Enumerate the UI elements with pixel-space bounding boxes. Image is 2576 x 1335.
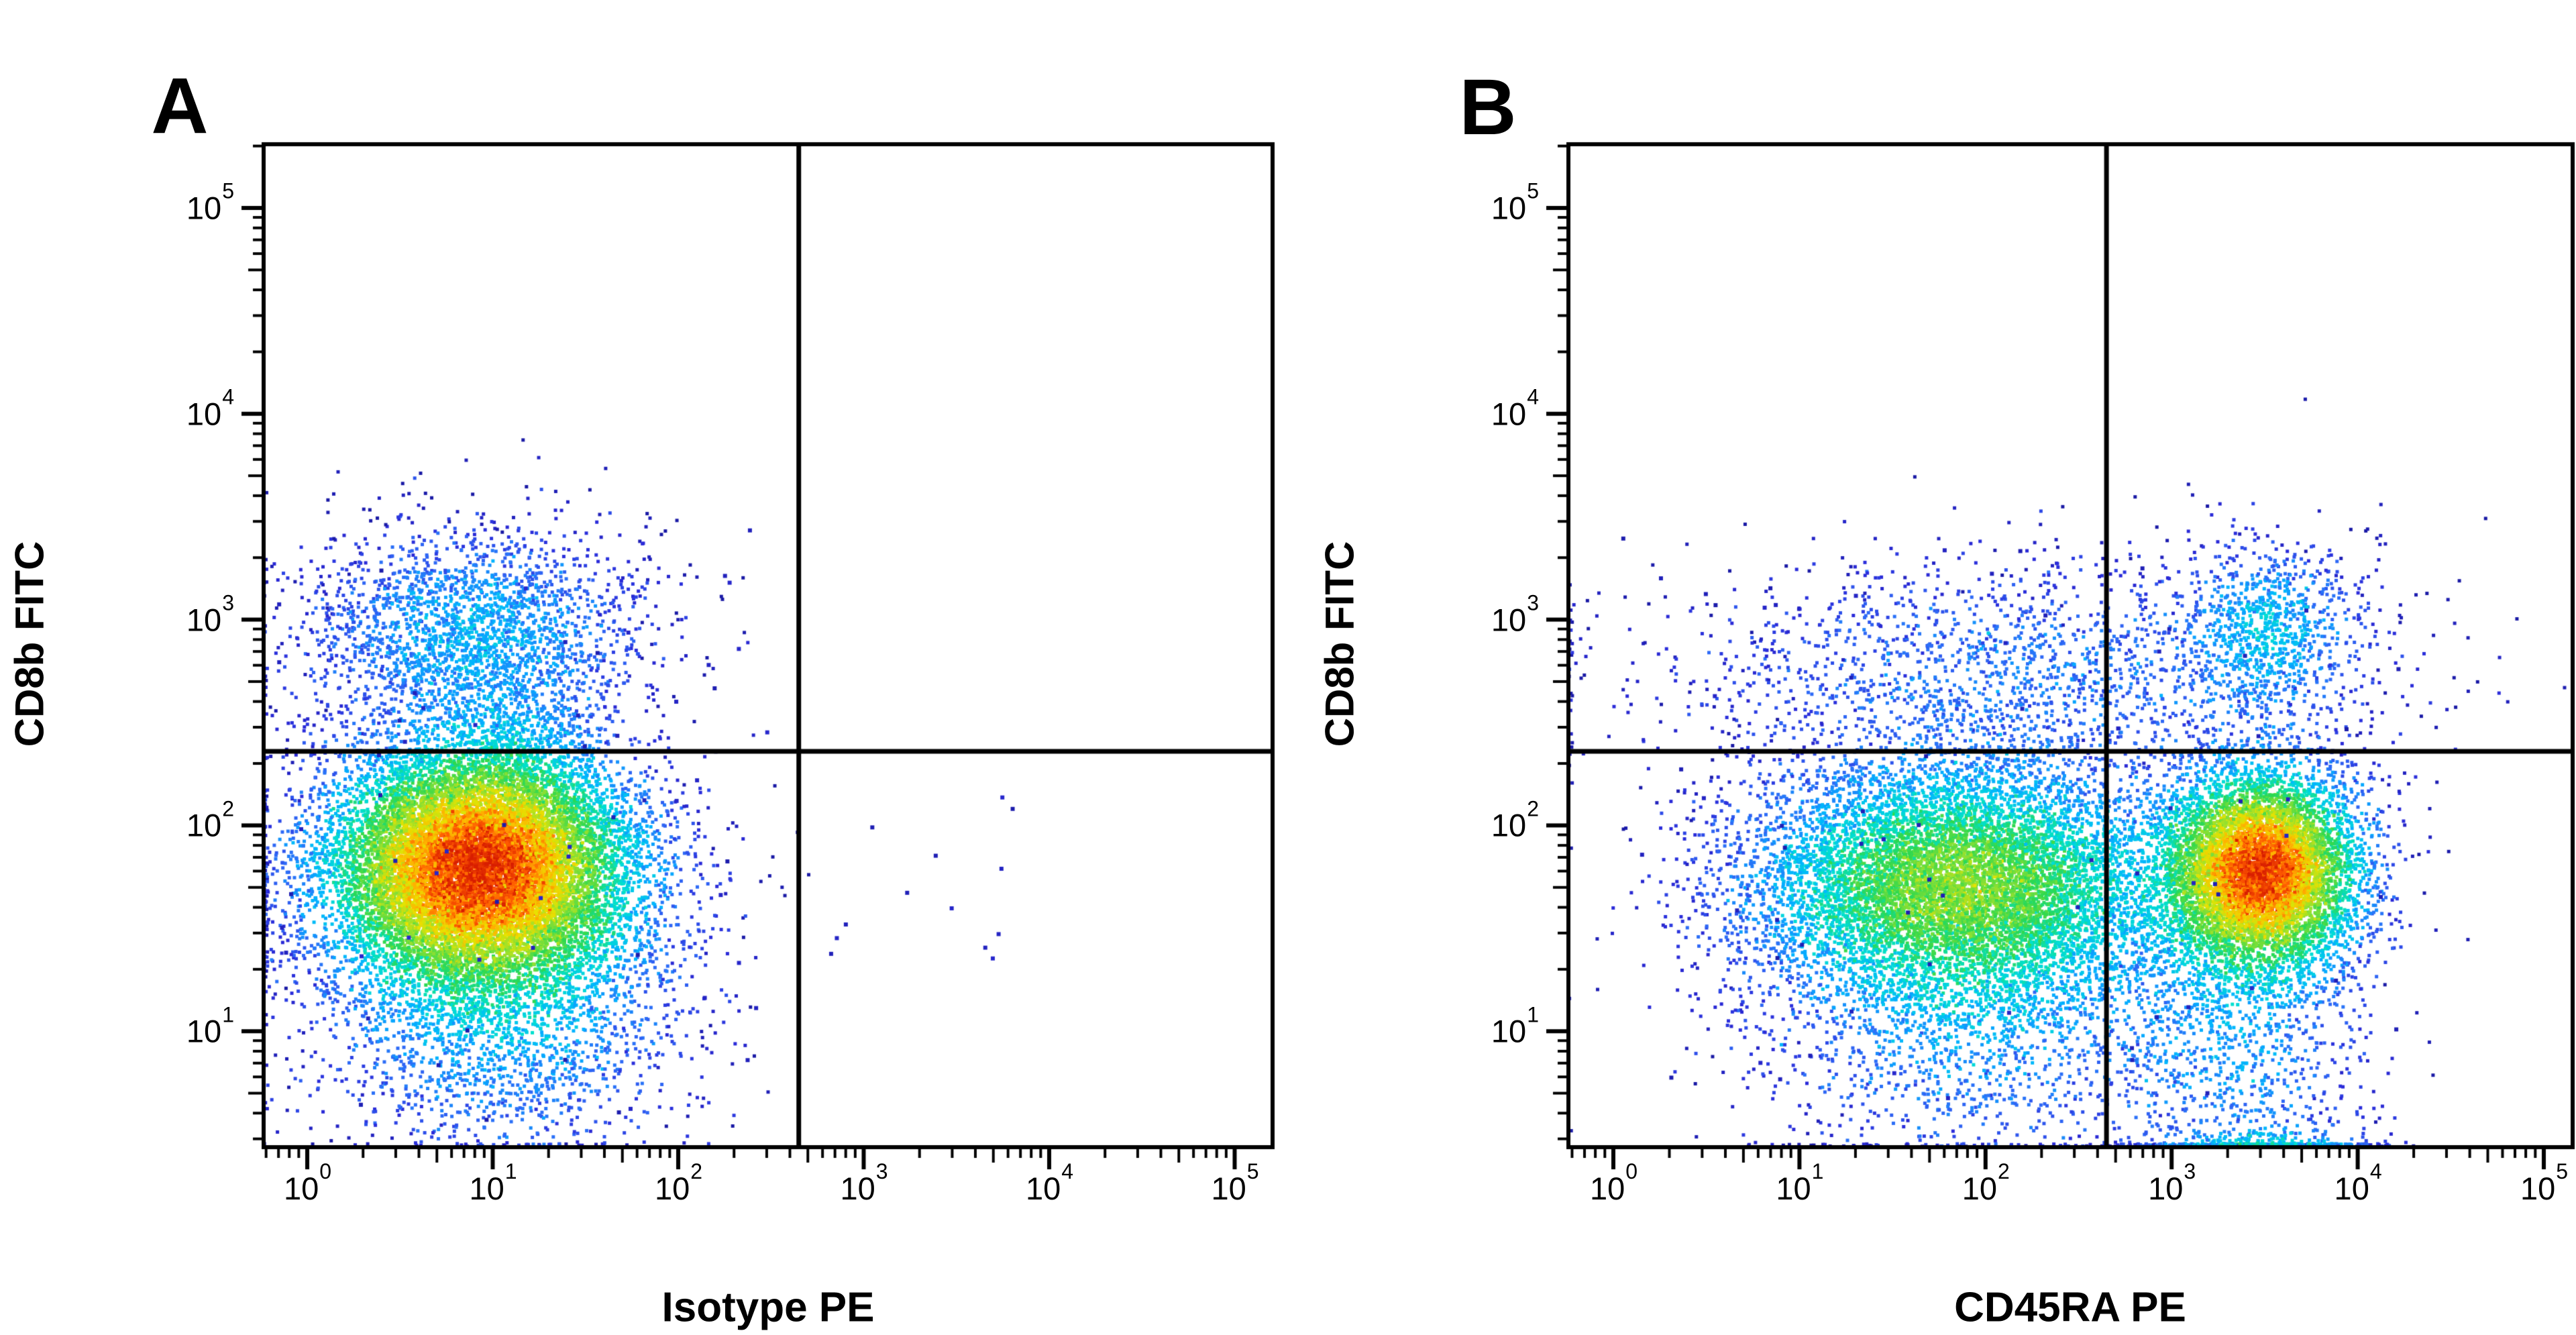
panel-a-x-tick-10e2: 102 — [654, 1159, 703, 1206]
panel-b-x-axis-title: CD45RA PE — [1954, 1284, 2186, 1331]
panel-a-x-tick-10e0: 100 — [283, 1159, 332, 1206]
panel-a-x-axis-title: Isotype PE — [661, 1284, 875, 1331]
panel-b-x-tick-10e4: 104 — [2334, 1159, 2382, 1206]
panel-a-y-tick-10e5: 105 — [186, 178, 234, 226]
panel-b-x-tick-10e3: 103 — [2148, 1159, 2196, 1206]
panel-a-x-tick-10e1: 101 — [469, 1159, 517, 1206]
panel-b-y-tick-10e3: 103 — [1491, 590, 1539, 638]
panel-b-y-tick-10e2: 102 — [1491, 796, 1539, 843]
panel-b-x-tick-10e0: 100 — [1589, 1159, 1638, 1206]
panel-b-letter: B — [1459, 63, 1517, 152]
panel-b-x-tick-10e5: 105 — [2520, 1159, 2569, 1206]
panel-a-y-tick-10e2: 102 — [186, 796, 234, 843]
panel-a-letter: A — [151, 62, 209, 150]
panel-a-y-tick-10e1: 101 — [186, 1002, 234, 1049]
panel-b-y-tick-10e5: 105 — [1491, 178, 1539, 226]
panel-a-x-tick-10e3: 103 — [840, 1159, 888, 1206]
panel-b-y-axis-title: CD8b FITC — [1317, 541, 1362, 747]
panel-b-x-tick-10e1: 101 — [1776, 1159, 1824, 1206]
panel-b-y-tick-10e1: 101 — [1491, 1002, 1539, 1049]
panel-a-y-tick-10e3: 103 — [186, 590, 234, 638]
panel-a-y-axis-title: CD8b FITC — [7, 541, 52, 747]
panel-a-x-tick-10e5: 105 — [1211, 1159, 1259, 1206]
panel-b-y-tick-10e4: 104 — [1491, 384, 1539, 432]
panel-a-x-tick-10e4: 104 — [1025, 1159, 1074, 1206]
panel-a-y-tick-10e4: 104 — [186, 384, 234, 432]
panel-b-x-tick-10e2: 102 — [1962, 1159, 2010, 1206]
